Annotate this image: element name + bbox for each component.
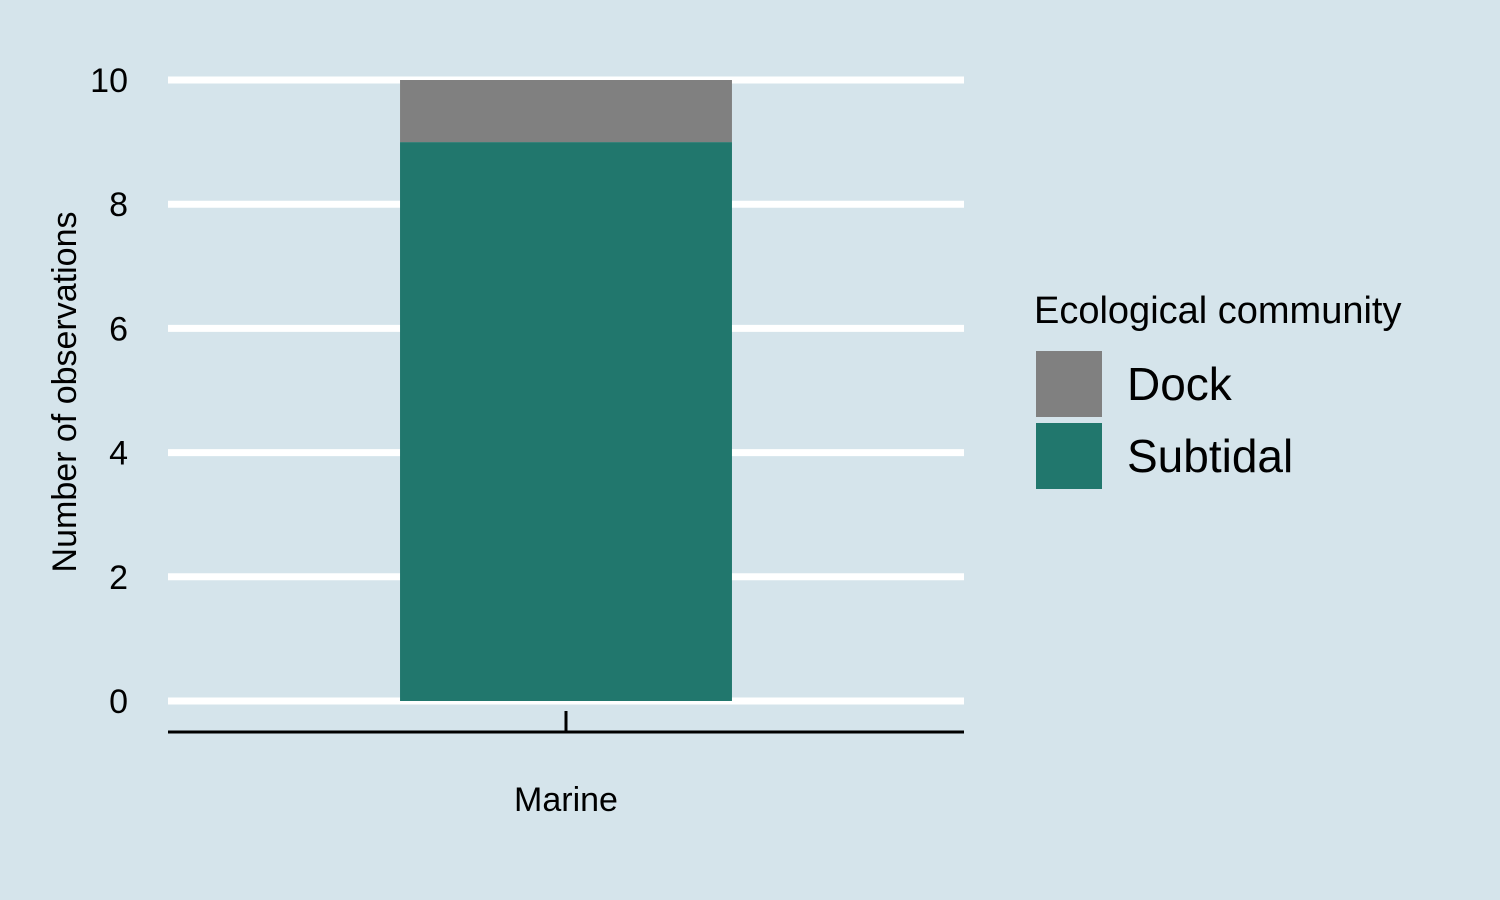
legend: Ecological community Dock Subtidal <box>1034 290 1401 489</box>
legend-label-subtidal: Subtidal <box>1127 430 1293 482</box>
y-tick-label: 2 <box>109 559 128 597</box>
legend-label-dock: Dock <box>1127 358 1233 410</box>
axes: Number of observations 0 2 4 6 8 10 Marine <box>46 62 964 819</box>
bars <box>400 80 732 702</box>
y-axis-title: Number of observations <box>46 212 84 573</box>
legend-key-dock <box>1036 351 1102 417</box>
bar-marine-subtidal <box>400 142 732 702</box>
y-tick-label: 10 <box>90 62 128 100</box>
y-tick-label: 6 <box>109 310 128 348</box>
legend-title: Ecological community <box>1034 290 1401 332</box>
y-tick-label: 8 <box>109 186 128 224</box>
legend-key-subtidal <box>1036 423 1102 489</box>
x-tick-label: Marine <box>514 781 618 819</box>
y-tick-label: 4 <box>109 435 128 473</box>
y-tick-label: 0 <box>109 683 128 721</box>
bar-marine-dock <box>400 80 732 143</box>
